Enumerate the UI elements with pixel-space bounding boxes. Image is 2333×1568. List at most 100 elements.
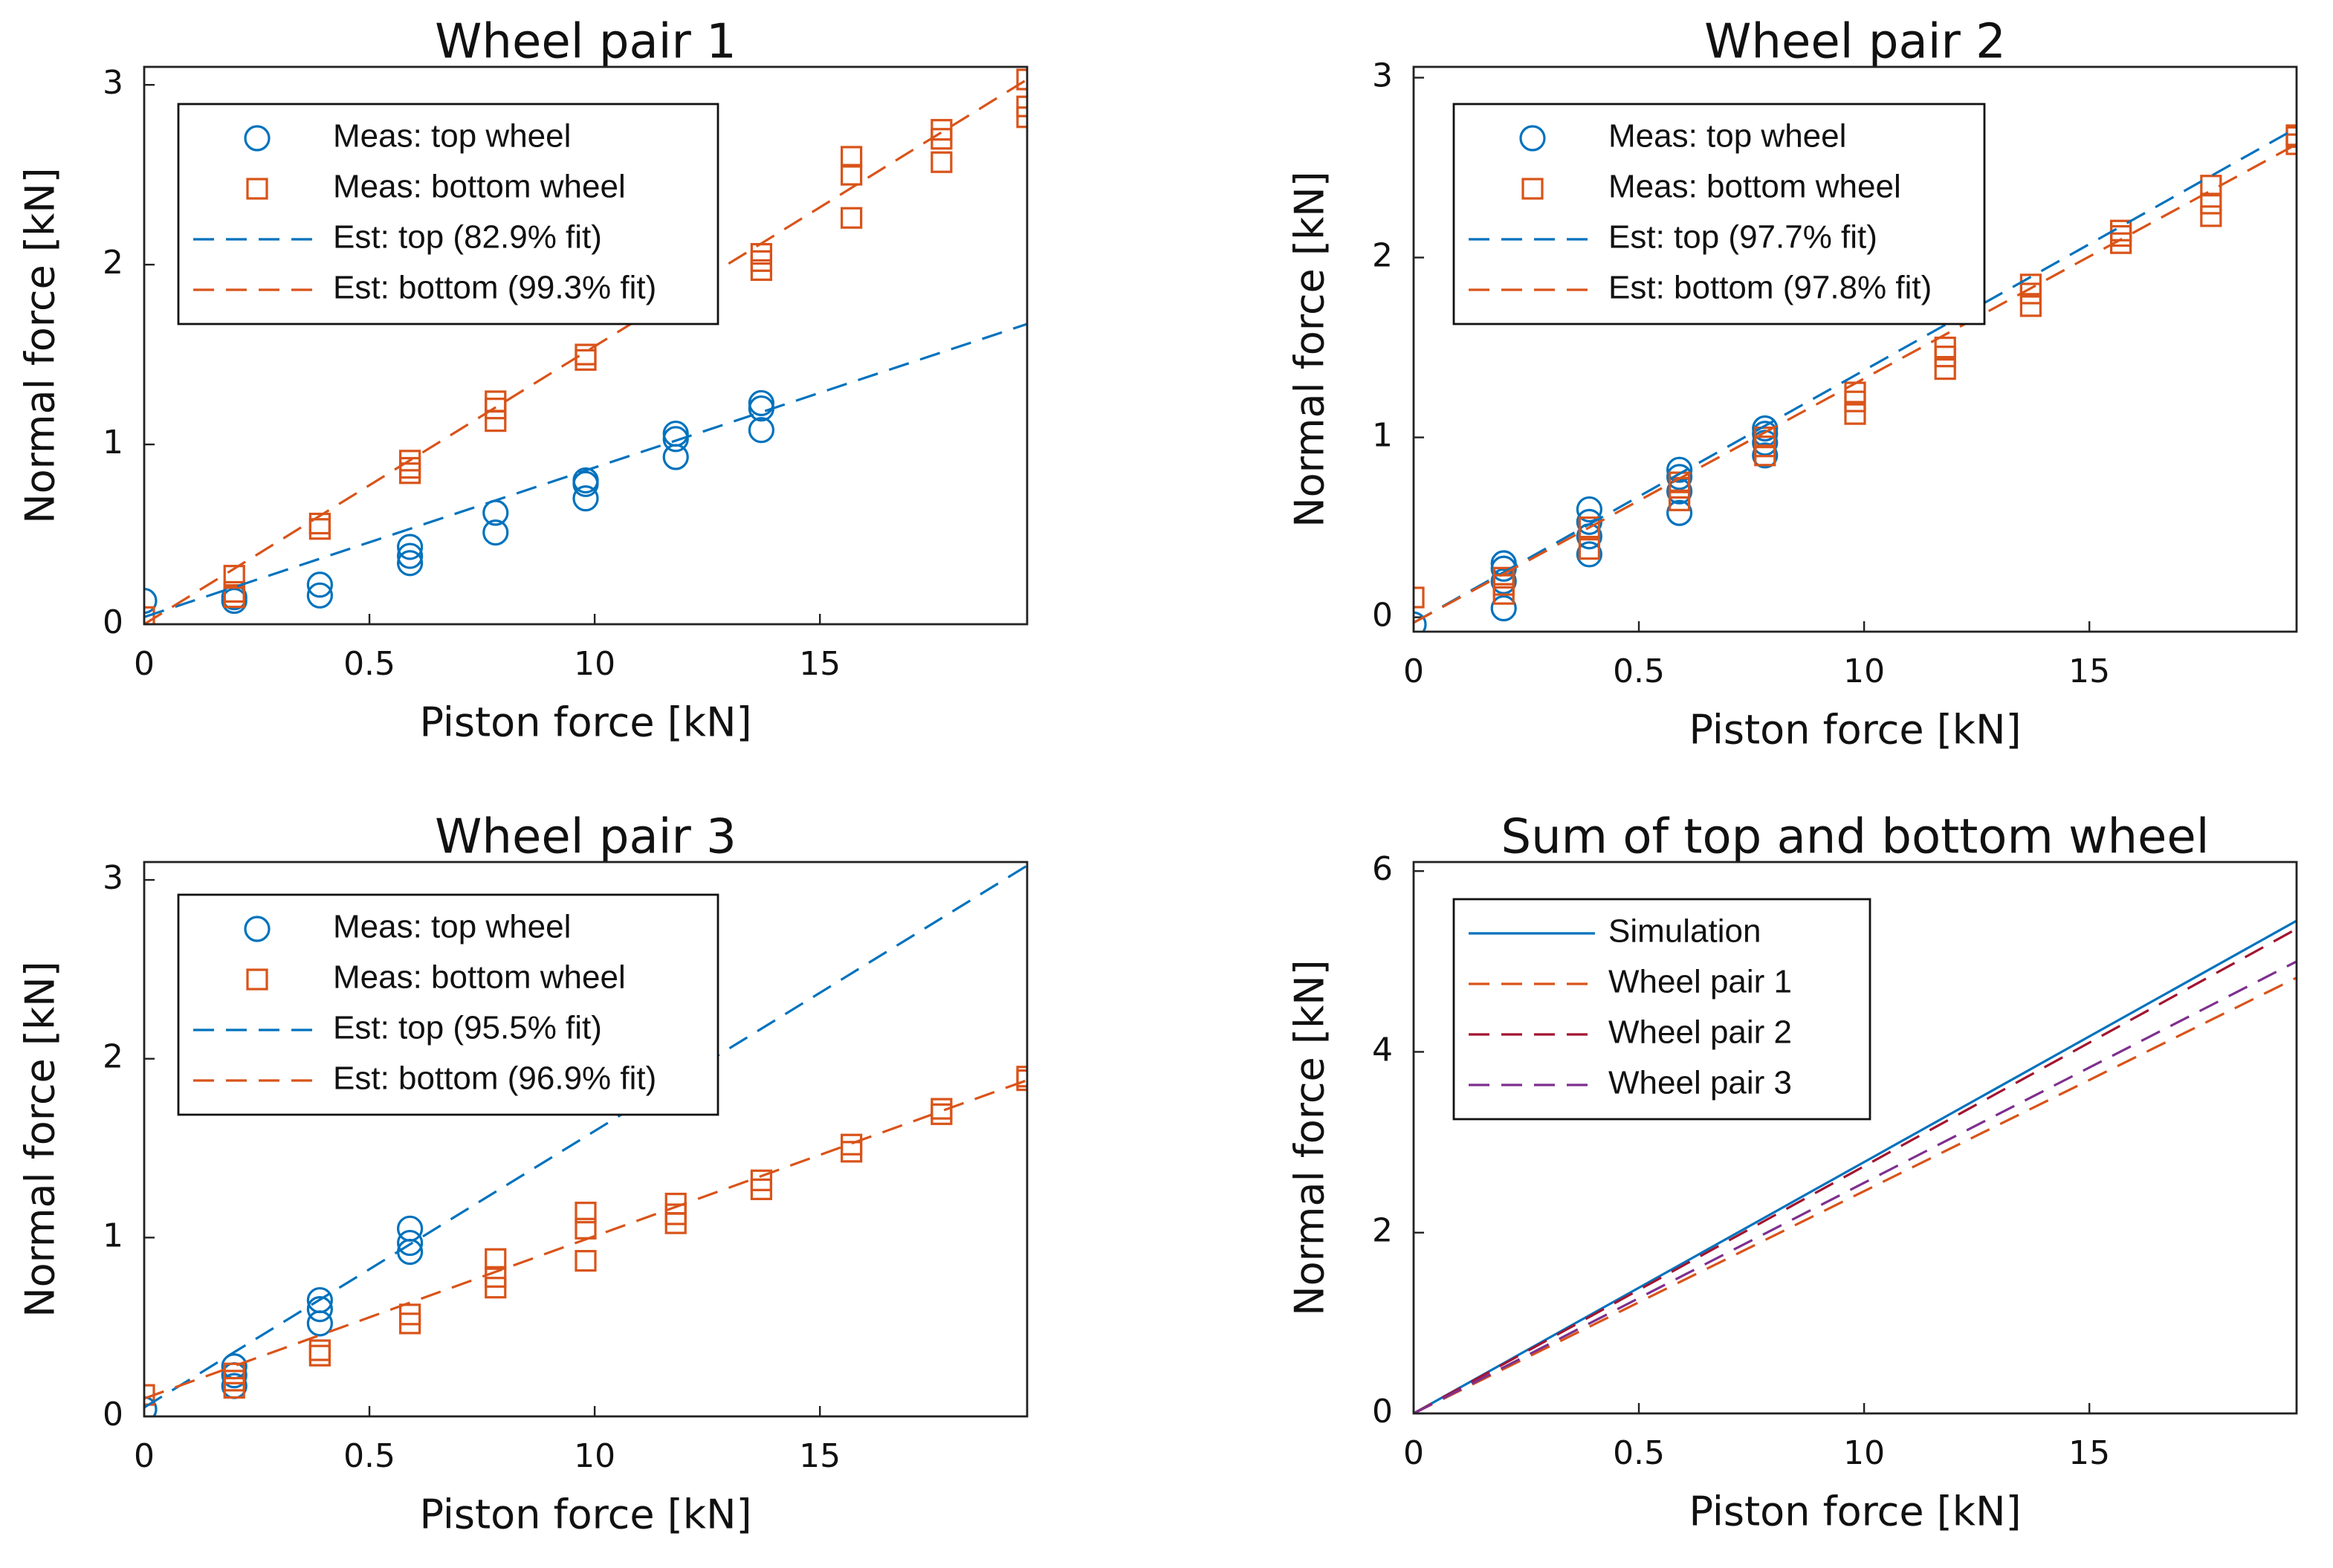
series-line: [1414, 126, 2297, 624]
marker-square: [1669, 489, 1691, 511]
marker-square: [931, 151, 953, 173]
series-line: [1414, 927, 2297, 1413]
x-tick-label: 0.5: [1613, 1434, 1665, 1472]
marker-square: [841, 1141, 863, 1163]
legend-label: Meas: top wheel: [333, 118, 571, 155]
legend-label: Meas: bottom wheel: [333, 169, 626, 205]
plot-area: [1414, 124, 2297, 632]
x-tick-label: 0: [1403, 652, 1424, 690]
legend-label: Meas: top wheel: [333, 909, 571, 945]
marker-square: [1414, 586, 1425, 609]
marker-square: [750, 1169, 772, 1191]
axes-box: [143, 65, 1029, 626]
x-axis-label: Piston force [kN]: [419, 1491, 751, 1538]
y-tick-label: 2: [103, 1038, 123, 1076]
marker-square: [841, 146, 863, 168]
marker-square: [2019, 273, 2042, 296]
marker-square: [399, 450, 421, 472]
plot-area: [144, 68, 1027, 624]
series-line: [144, 1079, 1027, 1400]
y-tick-label: 3: [103, 859, 123, 897]
x-tick-label: 0: [134, 645, 155, 683]
marker-square: [1016, 68, 1027, 91]
marker-circle: [144, 587, 158, 615]
x-tick-label: 15: [2068, 652, 2110, 690]
y-tick-label: 0: [1372, 1393, 1393, 1431]
y-axis-label: Normal force [kN]: [17, 961, 64, 1318]
marker-square: [1934, 336, 1956, 359]
x-tick-label: 10: [574, 1437, 615, 1475]
x-axis-label: Piston force [kN]: [419, 699, 751, 746]
marker-square: [575, 343, 597, 366]
marker-square: [399, 462, 421, 485]
marker-circle: [306, 1310, 333, 1337]
series-line: [1414, 976, 2297, 1413]
marker-square: [308, 512, 331, 535]
series-line: [144, 323, 1027, 618]
marker-square: [308, 1339, 331, 1361]
marker-square: [841, 163, 863, 186]
marker-square: [1492, 566, 1515, 589]
y-tick-label: 0: [103, 1396, 123, 1433]
marker-square: [2285, 124, 2297, 146]
y-tick-label: 1: [103, 1217, 123, 1254]
series-line: [144, 864, 1027, 1409]
marker-circle: [748, 417, 774, 444]
legend-label: Est: bottom (99.3% fit): [333, 270, 656, 306]
marker-square: [485, 410, 507, 433]
marker-square: [246, 968, 268, 991]
marker-square: [1016, 1066, 1027, 1088]
marker-circle: [1666, 456, 1693, 483]
marker-square: [308, 1344, 331, 1367]
y-tick-label: 1: [1372, 417, 1393, 455]
marker-circle: [748, 389, 774, 417]
legend-label: Est: top (82.9% fit): [333, 219, 602, 256]
axes-box: [143, 861, 1029, 1418]
y-tick-label: 3: [103, 64, 123, 102]
legend-label: Est: top (97.7% fit): [1608, 219, 1877, 256]
marker-square: [575, 1250, 597, 1272]
legend-label: Meas: top wheel: [1608, 118, 1846, 155]
x-axis-label: Piston force [kN]: [1689, 707, 2021, 754]
marker-square: [308, 518, 331, 540]
marker-square: [1754, 426, 1776, 449]
marker-square: [223, 1362, 245, 1384]
series-line: [144, 78, 1027, 624]
chart-title: Wheel pair 2: [1704, 15, 2006, 70]
x-tick-label: 0.5: [343, 645, 395, 683]
x-tick-label: 15: [799, 645, 841, 683]
marker-circle: [1490, 568, 1517, 595]
legend-label: Est: top (95.5% fit): [333, 1010, 602, 1046]
legend-label: Est: bottom (96.9% fit): [333, 1060, 656, 1097]
y-tick-label: 2: [1372, 1212, 1393, 1250]
marker-circle: [397, 534, 424, 560]
marker-square: [1578, 538, 1600, 560]
y-axis-label: Normal force [kN]: [1287, 959, 1333, 1316]
marker-circle: [244, 916, 271, 942]
axes-box: [1412, 65, 2298, 633]
x-tick-label: 0.5: [343, 1437, 395, 1475]
marker-square: [485, 1266, 507, 1288]
marker-circle: [1519, 125, 1546, 152]
x-tick-label: 10: [1843, 652, 1885, 690]
marker-square: [485, 390, 507, 412]
marker-square: [1934, 358, 1956, 380]
marker-circle: [1576, 496, 1602, 523]
series-line: [1414, 143, 2297, 624]
marker-circle: [244, 125, 271, 152]
marker-square: [1578, 516, 1600, 539]
legend-box: [1452, 898, 1871, 1121]
marker-circle: [306, 582, 333, 609]
series-line: [1414, 960, 2297, 1413]
x-tick-label: 0: [1403, 1434, 1424, 1472]
marker-square: [485, 1248, 507, 1270]
y-tick-label: 2: [1372, 237, 1393, 275]
marker-circle: [572, 467, 599, 494]
axes-box: [1412, 861, 2298, 1415]
y-tick-label: 1: [103, 424, 123, 461]
legend-box: [1452, 103, 1986, 325]
legend-label: Wheel pair 3: [1608, 1065, 1792, 1101]
legend-label: Simulation: [1608, 913, 1761, 950]
y-tick-label: 0: [1372, 597, 1393, 635]
x-tick-label: 15: [2068, 1434, 2110, 1472]
